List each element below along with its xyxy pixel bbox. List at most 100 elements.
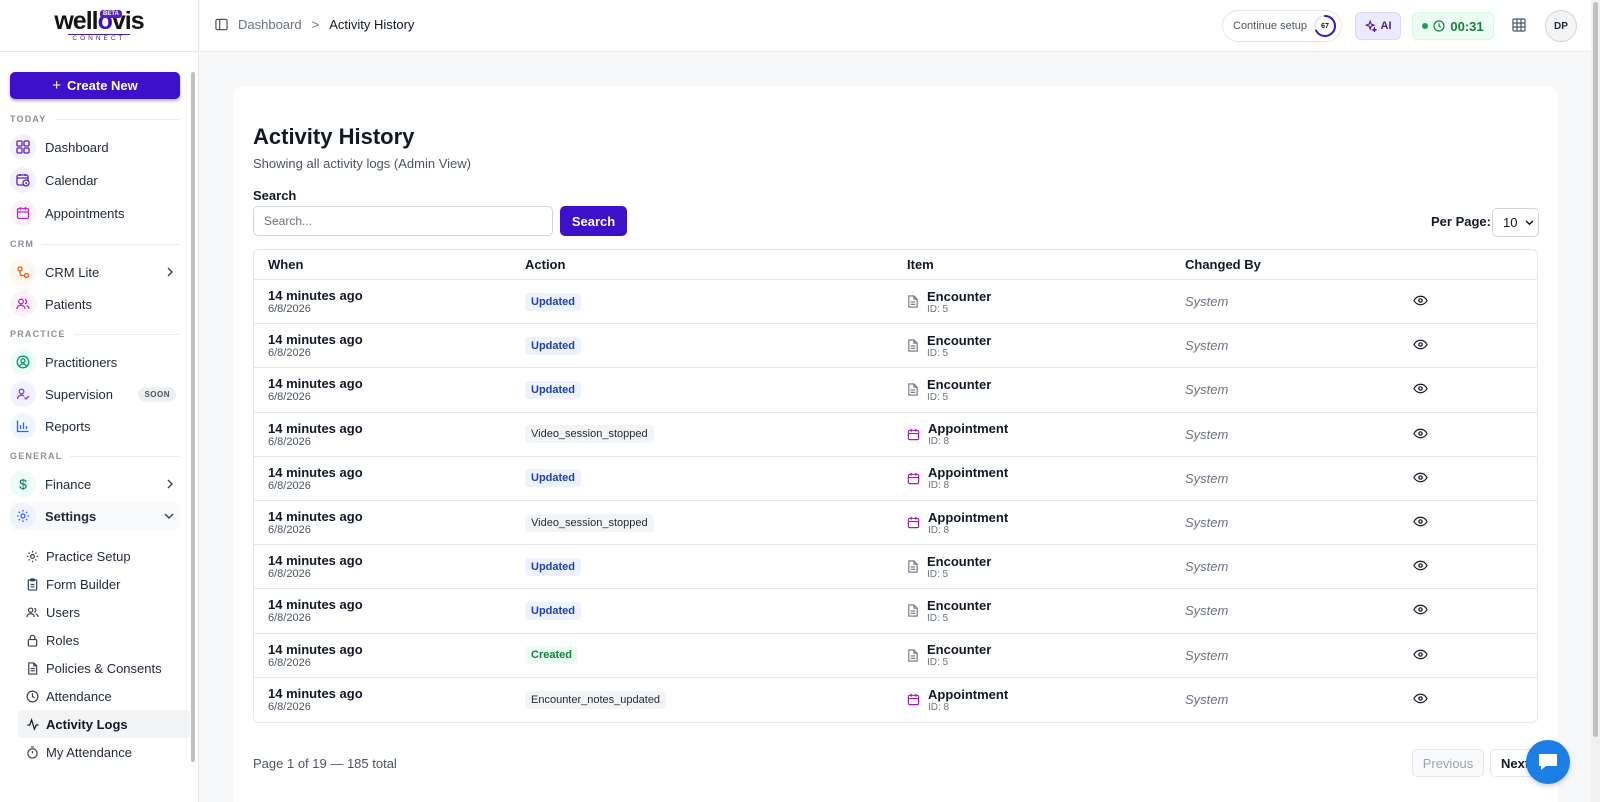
sidebar-sub-users[interactable]: Users: [18, 598, 190, 626]
cell-item: Encounter ID: 5: [905, 598, 1185, 624]
avatar[interactable]: DP: [1545, 10, 1577, 42]
action-badge: Created: [525, 646, 578, 665]
action-badge: Video_session_stopped: [525, 513, 654, 532]
setup-progress-label: 67: [1321, 22, 1329, 30]
sidebar-item-supervision[interactable]: Supervision SOON: [10, 380, 180, 408]
cell-view: [1413, 294, 1537, 309]
cell-changed-by: System: [1185, 559, 1413, 574]
sidebar-sub-practice-setup[interactable]: Practice Setup: [18, 542, 190, 570]
continue-setup-button[interactable]: Continue setup 67: [1222, 10, 1342, 42]
eye-icon[interactable]: [1413, 560, 1428, 571]
table-row: 14 minutes ago 6/8/2026 Updated Encounte…: [254, 324, 1537, 369]
cell-changed-by: System: [1185, 603, 1413, 618]
sidebar-sub-policies[interactable]: Policies & Consents: [18, 654, 190, 682]
sidebar-item-reports[interactable]: Reports: [10, 412, 180, 440]
eye-icon[interactable]: [1413, 339, 1428, 350]
sidebar-item-appointments[interactable]: Appointments: [10, 199, 180, 227]
session-timer[interactable]: 00:31: [1412, 12, 1494, 40]
action-badge: Updated: [525, 469, 581, 488]
section-crm: CRM: [10, 239, 180, 249]
when-date: 6/8/2026: [268, 612, 311, 625]
when-date: 6/8/2026: [268, 303, 311, 316]
sidebar-item-settings[interactable]: Settings: [10, 502, 180, 530]
sidebar-item-calendar[interactable]: Calendar: [10, 166, 180, 194]
cell-when: 14 minutes ago 6/8/2026: [254, 597, 511, 624]
sidebar-item-crm-lite[interactable]: CRM Lite: [10, 258, 180, 286]
changed-by: System: [1185, 692, 1229, 708]
clock-icon: [26, 690, 46, 703]
cell-item: Encounter ID: 5: [905, 289, 1185, 315]
eye-icon[interactable]: [1413, 516, 1428, 527]
cell-when: 14 minutes ago 6/8/2026: [254, 509, 511, 536]
eye-icon[interactable]: [1413, 693, 1428, 704]
sidebar-sub-label: Practice Setup: [46, 548, 131, 564]
search-button[interactable]: Search: [560, 206, 627, 236]
cell-action: Encounter_notes_updated: [511, 690, 905, 709]
when-relative: 14 minutes ago: [268, 686, 363, 702]
cell-action: Updated: [511, 469, 905, 488]
sidebar-sub-my-attendance[interactable]: My Attendance: [18, 738, 190, 766]
create-new-label: Create New: [66, 78, 138, 93]
cell-view: [1413, 382, 1537, 397]
chat-button[interactable]: [1526, 740, 1570, 784]
previous-button[interactable]: Previous: [1412, 749, 1484, 777]
chevron-down-icon: [1526, 219, 1534, 225]
document-icon: [26, 661, 46, 675]
sidebar-scrollbar[interactable]: [190, 64, 196, 766]
changed-by: System: [1185, 559, 1229, 575]
sidebar-item-patients[interactable]: Patients: [10, 290, 180, 318]
item-name: Encounter: [927, 642, 992, 658]
item-name: Encounter: [927, 288, 992, 304]
sidebar-sub-roles[interactable]: Roles: [18, 626, 190, 654]
when-date: 6/8/2026: [268, 524, 311, 537]
when-relative: 14 minutes ago: [268, 597, 363, 613]
sidebar-sub-activity-logs[interactable]: Activity Logs: [18, 710, 190, 738]
sidebar-item-label: Patients: [45, 296, 92, 312]
calendar-icon: [907, 516, 920, 529]
eye-icon[interactable]: [1413, 383, 1428, 394]
sidebar-item-label: Reports: [45, 418, 91, 434]
action-badge: Updated: [525, 336, 581, 355]
ai-button[interactable]: AI: [1355, 12, 1401, 40]
cell-changed-by: System: [1185, 294, 1413, 309]
grid-icon[interactable]: [1512, 18, 1526, 32]
search-input[interactable]: [253, 206, 553, 236]
dashboard-icon: [10, 134, 36, 160]
breadcrumb-dashboard[interactable]: Dashboard: [238, 17, 302, 32]
sidebar-sub-label: Policies & Consents: [46, 660, 162, 676]
sidebar-sub-form-builder[interactable]: Form Builder: [18, 570, 190, 598]
eye-icon[interactable]: [1413, 649, 1428, 660]
page-scrollbar-thumb[interactable]: [1593, 2, 1598, 737]
page-title: Activity History: [253, 124, 415, 149]
eye-icon[interactable]: [1413, 295, 1428, 306]
cell-action: Updated: [511, 557, 905, 576]
create-new-button[interactable]: + Create New: [10, 72, 180, 99]
cell-action: Updated: [511, 336, 905, 355]
sidebar-sub-label: My Attendance: [46, 744, 132, 760]
eye-icon[interactable]: [1413, 604, 1428, 615]
sidebar-item-practitioners[interactable]: Practitioners: [10, 348, 180, 376]
cell-when: 14 minutes ago 6/8/2026: [254, 288, 511, 315]
clipboard-icon: [26, 577, 46, 591]
sidebar-scrollbar-thumb[interactable]: [191, 72, 195, 762]
table-row: 14 minutes ago 6/8/2026 Encounter_notes_…: [254, 678, 1537, 722]
per-page-select[interactable]: 10: [1492, 208, 1539, 237]
brand-logo[interactable]: wellovis CONNECT BETA: [0, 0, 198, 52]
eye-icon[interactable]: [1413, 428, 1428, 439]
sidebar-item-finance[interactable]: $ Finance: [10, 470, 180, 498]
chevron-right-icon: [167, 479, 173, 489]
changed-by: System: [1185, 294, 1229, 310]
sidebar-sub-attendance[interactable]: Attendance: [18, 682, 190, 710]
sidebar-item-dashboard[interactable]: Dashboard: [10, 133, 180, 161]
col-changed-by: Changed By: [1185, 257, 1261, 272]
sidebar-toggle-icon[interactable]: [215, 18, 228, 31]
page-scrollbar[interactable]: [1591, 0, 1600, 802]
cell-action: Video_session_stopped: [511, 513, 905, 532]
cell-action: Created: [511, 646, 905, 665]
plus-icon: +: [52, 77, 61, 94]
eye-icon[interactable]: [1413, 472, 1428, 483]
table-row: 14 minutes ago 6/8/2026 Video_session_st…: [254, 413, 1537, 457]
when-date: 6/8/2026: [268, 568, 311, 581]
section-today: TODAY: [10, 114, 180, 124]
cell-when: 14 minutes ago 6/8/2026: [254, 376, 511, 403]
